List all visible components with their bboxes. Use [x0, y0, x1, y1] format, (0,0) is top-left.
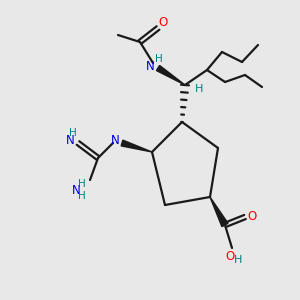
Polygon shape — [121, 140, 152, 152]
Text: H: H — [78, 191, 86, 201]
Text: H: H — [69, 128, 77, 138]
Text: O: O — [248, 211, 256, 224]
Text: N: N — [111, 134, 119, 148]
Text: O: O — [158, 16, 168, 29]
Text: H: H — [155, 54, 163, 64]
Text: O: O — [225, 250, 235, 262]
Text: N: N — [66, 134, 74, 148]
Text: N: N — [72, 184, 80, 196]
Polygon shape — [156, 65, 185, 85]
Text: N: N — [146, 59, 154, 73]
Text: H: H — [78, 179, 86, 189]
Text: H: H — [195, 84, 203, 94]
Polygon shape — [210, 197, 228, 227]
Text: H: H — [234, 255, 242, 265]
